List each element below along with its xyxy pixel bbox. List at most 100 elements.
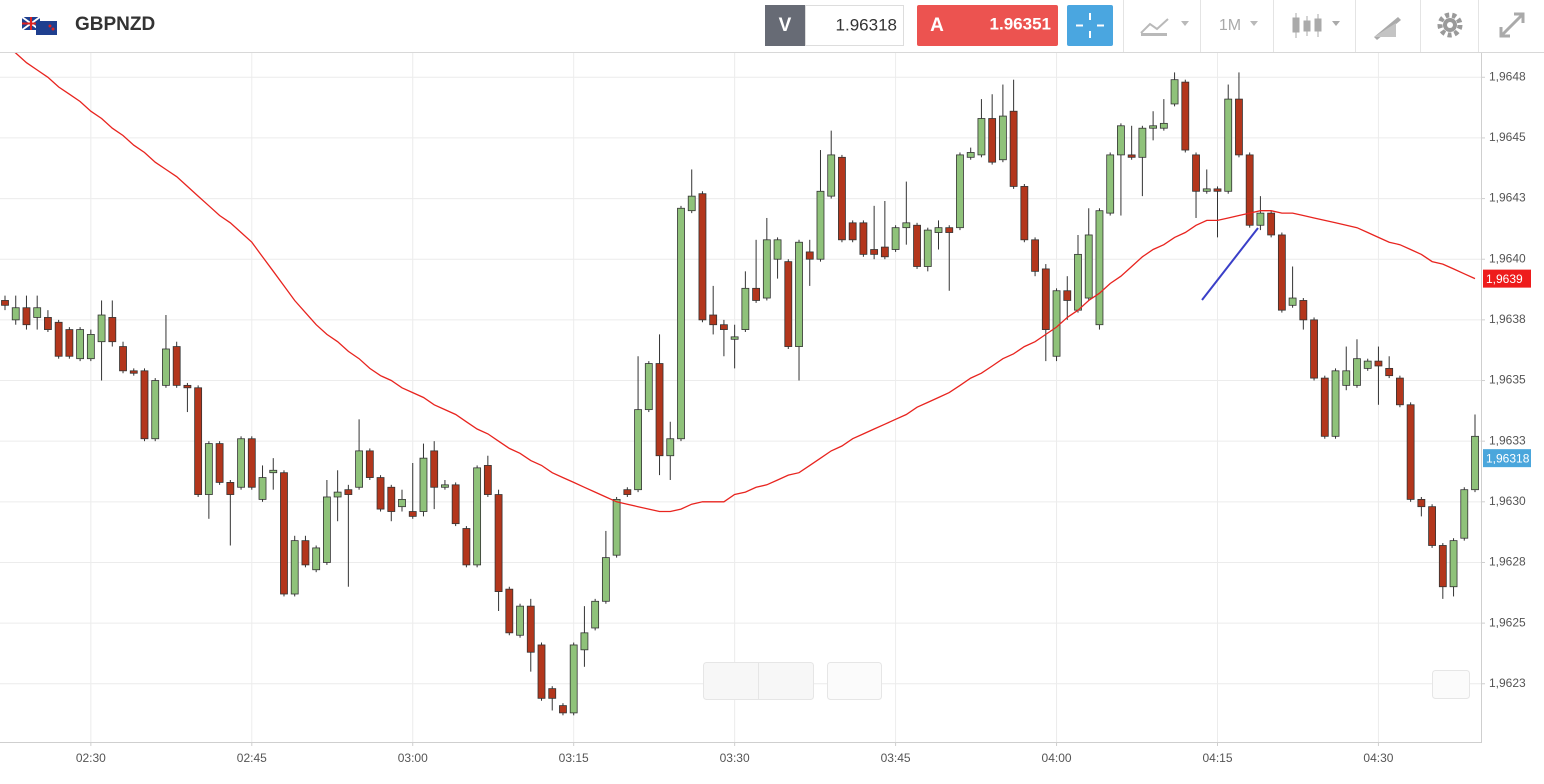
candle-body xyxy=(1127,154,1136,158)
bid-label: V xyxy=(779,15,792,36)
candle-body xyxy=(247,438,256,488)
candle-body xyxy=(741,287,750,330)
candle-body xyxy=(966,152,975,158)
candle-body xyxy=(580,632,589,651)
candle-body xyxy=(1299,300,1308,321)
candle-body xyxy=(1159,122,1168,129)
candle-body xyxy=(408,511,417,517)
crosshair-button[interactable] xyxy=(1067,5,1113,46)
candle-body xyxy=(1063,290,1072,301)
bid-button[interactable] xyxy=(765,5,805,46)
ask-button[interactable] xyxy=(917,5,1058,46)
y-tick-label: 1,9643 xyxy=(1489,191,1526,205)
candle-body xyxy=(709,314,718,326)
candle-body xyxy=(1213,188,1222,192)
candle-body xyxy=(773,239,782,260)
scroll-button[interactable] xyxy=(1432,670,1470,699)
candle-body xyxy=(784,261,793,347)
reset-button[interactable] xyxy=(827,662,882,700)
candle-body xyxy=(612,498,621,556)
candle-body xyxy=(65,329,74,357)
candle-body xyxy=(977,118,986,156)
candle-body xyxy=(623,489,632,495)
candle-body xyxy=(1353,358,1361,386)
candle-body xyxy=(269,469,278,474)
candle-body xyxy=(1363,360,1372,369)
candle-body xyxy=(322,496,331,563)
candle-body xyxy=(902,222,911,229)
candle-body xyxy=(827,154,836,197)
candle-body xyxy=(162,348,170,386)
candle-body xyxy=(473,467,482,566)
candle-body xyxy=(108,317,117,343)
fullscreen-button[interactable] xyxy=(1499,12,1525,38)
y-tick-label: 1,9638 xyxy=(1489,312,1526,326)
candle-body xyxy=(430,450,439,488)
settings-button[interactable] xyxy=(1437,12,1463,38)
candle-body xyxy=(526,605,535,653)
candle-body xyxy=(44,317,52,330)
candle-body xyxy=(215,443,224,483)
candle-body xyxy=(333,491,342,498)
price-tag-label: 1,96318 xyxy=(1486,451,1530,465)
candle-body xyxy=(1224,98,1233,192)
candle-style-button[interactable] xyxy=(1292,13,1340,38)
candle-body xyxy=(1052,290,1061,357)
draw-tool-button[interactable] xyxy=(1374,17,1401,40)
x-tick-label: 04:30 xyxy=(1363,751,1393,765)
timeframe[interactable]: 1M xyxy=(1219,17,1241,34)
candle-body xyxy=(569,644,578,714)
candle-body xyxy=(54,321,63,357)
candle-body xyxy=(913,224,921,267)
symbol: GBPNZD xyxy=(75,14,155,35)
candle-body xyxy=(666,438,675,457)
candle-body xyxy=(880,246,889,258)
candle-body xyxy=(1396,377,1404,406)
candle-body xyxy=(1106,154,1115,214)
candle-body xyxy=(859,222,868,255)
candle-body xyxy=(1331,370,1340,437)
candle-body xyxy=(655,363,664,457)
candle-body xyxy=(11,307,20,321)
candle-body xyxy=(237,438,245,488)
candle-body xyxy=(870,249,879,255)
candle-body xyxy=(312,547,321,571)
candle-body xyxy=(301,540,310,566)
candle-body xyxy=(730,336,739,340)
candle-body xyxy=(1084,234,1093,299)
candle-body xyxy=(956,154,964,229)
candle-body xyxy=(290,540,299,595)
candle-body xyxy=(76,329,85,360)
candle-body xyxy=(762,239,771,299)
candle-body xyxy=(720,324,728,330)
candle-body xyxy=(1449,540,1458,588)
candle-body xyxy=(644,363,653,411)
overlays xyxy=(14,53,1476,513)
y-tick-label: 1,9640 xyxy=(1489,251,1526,265)
chart-type-button[interactable] xyxy=(1140,18,1189,36)
candle-body xyxy=(934,227,943,233)
zoom-controls xyxy=(703,662,1470,700)
y-tick-label: 1,9633 xyxy=(1489,433,1526,447)
candle-body xyxy=(1256,212,1265,226)
x-tick-label: 03:00 xyxy=(398,751,428,765)
candle-body xyxy=(1310,319,1318,379)
candle-body xyxy=(151,380,160,440)
candle-body xyxy=(1095,210,1104,326)
candle-body xyxy=(988,118,997,163)
candle-body xyxy=(1074,253,1082,311)
trend-line-drawing xyxy=(1201,227,1259,301)
candle-body xyxy=(698,193,707,321)
candle-body xyxy=(1385,367,1394,377)
candle-body xyxy=(1031,239,1039,272)
candle-body xyxy=(1,300,9,306)
y-tick-label: 1,9645 xyxy=(1489,130,1526,144)
candle-body xyxy=(1438,545,1447,588)
candle-body xyxy=(1235,98,1243,156)
candle-body xyxy=(891,227,900,250)
candle-body xyxy=(344,489,353,495)
candle-body xyxy=(1202,188,1211,192)
candle-body xyxy=(365,450,374,478)
candle-body xyxy=(119,346,127,372)
